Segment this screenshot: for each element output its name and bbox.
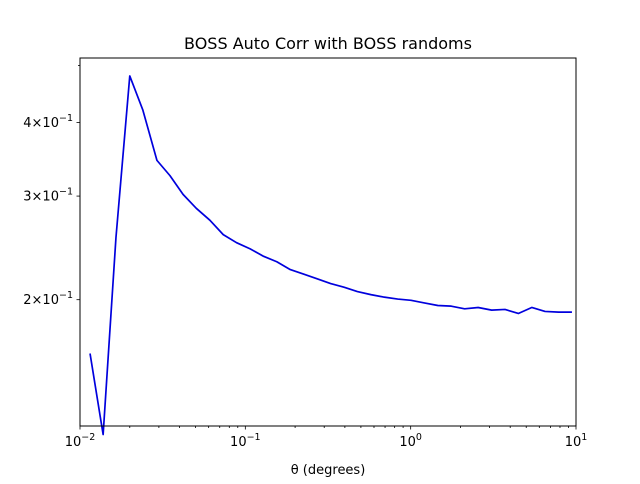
x-axis-label: θ (degrees) — [291, 463, 366, 478]
chart-title: BOSS Auto Corr with BOSS randoms — [184, 34, 472, 53]
y-tick-label: 4×10−1 — [23, 113, 73, 131]
y-tick-label: 3×10−1 — [23, 187, 73, 205]
y-axis-ticks: 2×10−1 3×10−1 4×10−1 — [23, 65, 80, 308]
y-tick-label: 2×10−1 — [23, 290, 73, 308]
x-tick-label: 101 — [565, 432, 588, 450]
series-layer — [89, 75, 572, 436]
series-line — [89, 75, 572, 436]
x-tick-label: 10−1 — [230, 432, 261, 450]
x-tick-label: 10−2 — [65, 432, 96, 450]
x-axis-ticks: 10−2 10−1 100 101 — [65, 426, 588, 450]
plot-area-frame — [79, 57, 577, 427]
x-tick-label: 100 — [399, 432, 422, 450]
